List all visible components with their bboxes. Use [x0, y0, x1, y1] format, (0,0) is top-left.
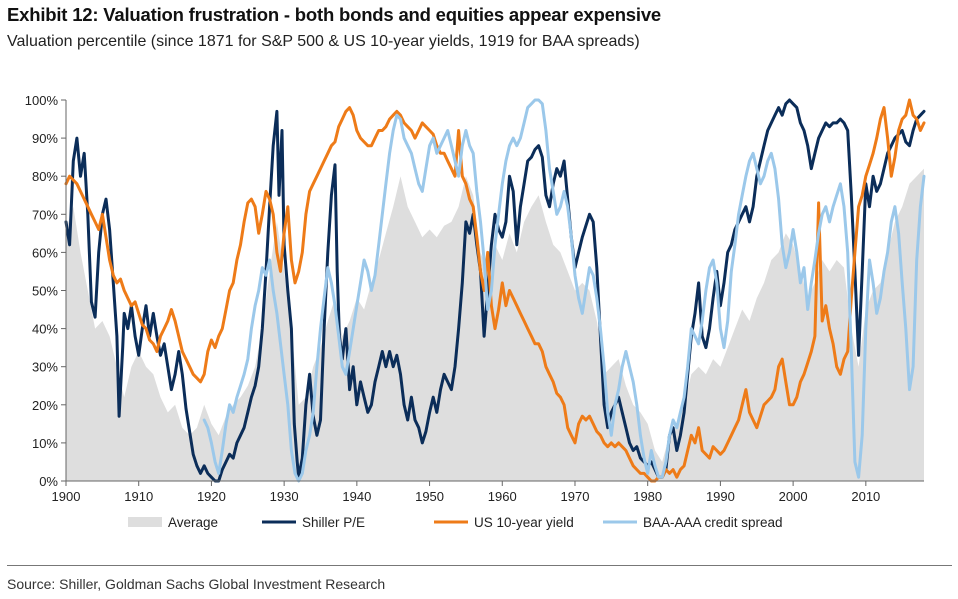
y-tick-label: 30%	[32, 360, 58, 375]
x-tick-label: 2000	[779, 489, 808, 504]
footer-divider	[7, 565, 952, 566]
y-tick-label: 50%	[32, 284, 58, 299]
chart-subtitle: Valuation percentile (since 1871 for S&P…	[7, 33, 640, 50]
legend-swatch-average	[128, 517, 162, 527]
x-tick-label: 1970	[561, 489, 590, 504]
y-tick-label: 20%	[32, 398, 58, 413]
x-tick-label: 1920	[197, 489, 226, 504]
legend-label-average: Average	[168, 515, 218, 530]
source-note: Source: Shiller, Goldman Sachs Global In…	[7, 576, 386, 592]
x-tick-label: 2010	[851, 489, 880, 504]
x-tick-label: 1930	[270, 489, 299, 504]
axes: 0% 10% 20% 30% 40% 50% 60% 70% 80% 90% 100% 1900 191…	[25, 93, 924, 504]
y-tick-label: 0%	[39, 474, 58, 489]
x-tick-label: 1940	[342, 489, 371, 504]
y-tick-label: 70%	[32, 207, 58, 222]
legend-label-baa-aaa-credit-spread: BAA-AAA credit spread	[643, 515, 783, 530]
legend-label-shiller-p-e: Shiller P/E	[302, 515, 365, 530]
plot-area	[64, 98, 926, 483]
x-tick-label: 1990	[706, 489, 735, 504]
x-tick-label: 1910	[124, 489, 153, 504]
legend: Average Shiller P/E US 10-year yield BAA-AA…	[128, 515, 783, 530]
line-chart: 0% 10% 20% 30% 40% 50% 60% 70% 80% 90% 100% 1900 191…	[25, 93, 926, 530]
y-tick-label: 60%	[32, 245, 58, 260]
legend-label-us-10-year-yield: US 10-year yield	[474, 515, 574, 530]
chart-title: Exhibit 12: Valuation frustration - both…	[7, 4, 661, 25]
x-tick-label: 1960	[488, 489, 517, 504]
y-tick-label: 80%	[32, 169, 58, 184]
x-tick-label: 1980	[633, 489, 662, 504]
x-tick-label: 1900	[52, 489, 81, 504]
x-tick-label: 1950	[415, 489, 444, 504]
y-tick-label: 90%	[32, 131, 58, 146]
y-tick-label: 100%	[25, 93, 59, 108]
series-line-baa-aaa-credit-spread	[202, 98, 926, 483]
series-line-us-10-year-yield	[64, 98, 926, 483]
y-tick-label: 10%	[32, 436, 58, 451]
y-tick-label: 40%	[32, 322, 58, 337]
